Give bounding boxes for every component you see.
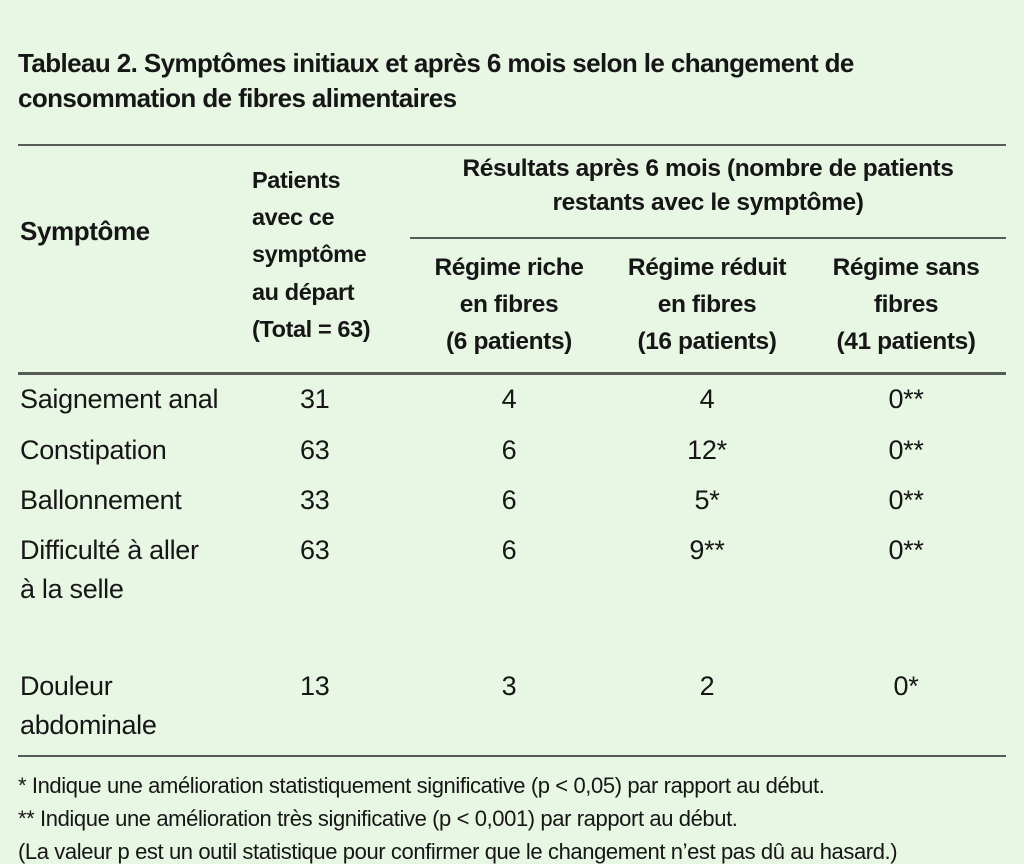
header-row-top: Symptôme Patients avec ce symptôme au dé…: [18, 145, 1007, 342]
symptoms-table: Symptôme Patients avec ce symptôme au dé…: [18, 144, 1007, 751]
cell-no-fiber: 0**: [888, 534, 924, 565]
cell-baseline: 31: [252, 372, 410, 426]
table-row: Constipation 63 6 12* 0**: [18, 426, 1006, 476]
cell-reduced-fiber: 12*: [687, 434, 727, 465]
table-header: Symptôme Patients avec ce symptôme au dé…: [18, 145, 1007, 374]
table-body: Saignement anal 31 4 4 0** Constipation …: [18, 372, 1007, 751]
cell-baseline: 63: [300, 534, 330, 565]
column-header-baseline-patients: Patients avec ce symptôme au départ (Tot…: [252, 167, 371, 342]
cell-reduced-fiber: 4: [608, 372, 806, 426]
cell-high-fiber: 4: [410, 372, 608, 426]
table-row: Ballonnement 33 6 5* 0**: [18, 476, 1006, 526]
cell-no-fiber: 0*: [893, 671, 919, 702]
cell-symptom: Difficulté à aller à la selle: [20, 534, 199, 605]
table-title: Tableau 2. Symptômes initiaux et après 6…: [18, 48, 854, 114]
cell-reduced-fiber: 5*: [694, 484, 720, 515]
table-row: Saignement anal 31 4 4 0**: [18, 372, 1007, 426]
cell-high-fiber: 6: [501, 484, 517, 515]
cell-high-fiber: 3: [501, 671, 517, 702]
cell-symptom: Saignement anal: [18, 372, 252, 426]
column-header-symptom: Symptôme: [20, 216, 150, 247]
column-header-no-fiber-diet: Régime sans fibres (41 patients): [832, 253, 980, 356]
cell-reduced-fiber: 2: [699, 671, 715, 702]
column-header-reduced-fiber-diet: Régime réduit en fibres (16 patients): [627, 253, 787, 356]
cell-high-fiber: 6: [501, 434, 517, 465]
footnote-p-value-explanation: (La valeur p est un outil statistique po…: [18, 839, 898, 864]
cell-high-fiber: 6: [501, 534, 517, 565]
table-row: Douleur abdominale 13 3 2 0*: [18, 615, 1006, 751]
cell-no-fiber: 0**: [888, 484, 924, 515]
cell-no-fiber: 0**: [888, 434, 924, 465]
cell-no-fiber: 0**: [806, 372, 1007, 426]
column-group-header-results-6-months: Résultats après 6 mois (nombre de patien…: [410, 145, 1007, 239]
footnotes: * Indique une amélioration statistiqueme…: [18, 755, 1006, 864]
footnote-very-significant: ** Indique une amélioration très signifi…: [18, 806, 738, 832]
cell-symptom: Constipation: [20, 434, 167, 465]
table-row: Difficulté à aller à la selle 63 6 9** 0…: [18, 526, 1006, 615]
footnote-significant: * Indique une amélioration statistiqueme…: [18, 773, 825, 799]
cell-reduced-fiber: 9**: [689, 534, 725, 565]
cell-baseline: 63: [300, 434, 330, 465]
column-header-high-fiber-diet: Régime riche en fibres (6 patients): [434, 253, 584, 356]
cell-baseline: 13: [300, 671, 330, 702]
cell-symptom: Ballonnement: [20, 484, 182, 515]
cell-symptom: Douleur abdominale: [20, 671, 157, 741]
cell-baseline: 33: [300, 484, 330, 515]
header-row-sub: Régime riche en fibres (6 patients) Régi…: [18, 238, 1006, 374]
